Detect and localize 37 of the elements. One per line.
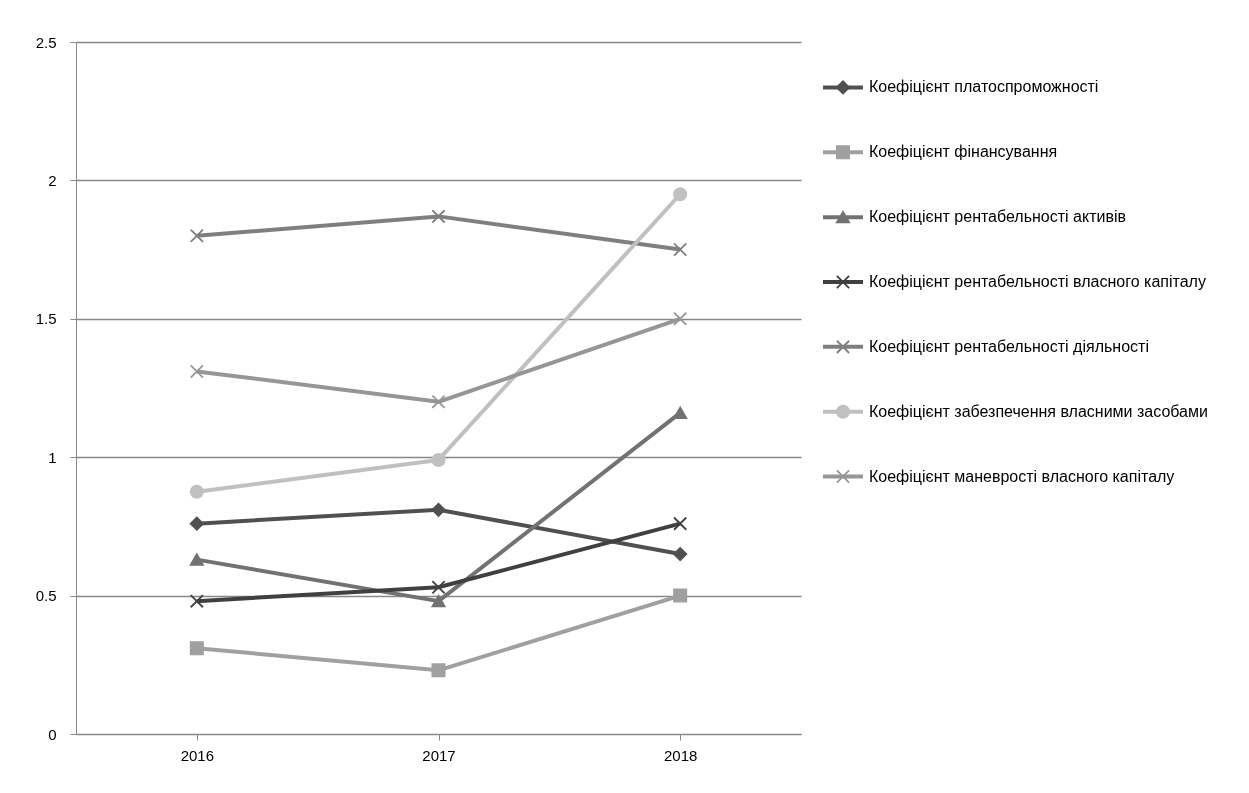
- point: [431, 580, 446, 595]
- legend-label: Коефіцієнт фінансування: [869, 143, 1058, 161]
- point: [673, 311, 688, 326]
- point: [189, 484, 204, 499]
- point: [673, 588, 688, 603]
- y-tick-label: 1.5: [35, 310, 57, 328]
- point: [189, 364, 204, 379]
- point: [189, 516, 204, 531]
- point: [189, 553, 204, 566]
- legend-label: Коефіцієнт забезпечення власними засобами: [869, 402, 1208, 420]
- y-tick-label: 2.5: [35, 33, 57, 51]
- point: [673, 242, 688, 257]
- point: [431, 394, 446, 409]
- point: [673, 547, 688, 562]
- y-tick-label: 0.5: [35, 587, 57, 605]
- legend-label: Коефіцієнт рентабельності власного капіталу: [869, 273, 1206, 290]
- legend-label: Коефіцієнт рентабельності активів: [869, 208, 1126, 226]
- point: [673, 406, 688, 420]
- point: [189, 594, 204, 609]
- point: [431, 502, 446, 517]
- point: [673, 187, 688, 202]
- legend-label: Коефіцієнт маневрості власного капіталу: [869, 467, 1175, 485]
- legend-label: Коефіцієнт платоспроможності: [869, 78, 1099, 96]
- y-tick-label: 1: [48, 448, 57, 466]
- x-tick-label: 2017: [422, 746, 456, 764]
- x-tick-label: 2016: [180, 746, 215, 764]
- y-tick-label: 0: [48, 725, 57, 743]
- y-tick-label: 2: [48, 171, 57, 189]
- legend-label: Коефіцієнт рентабельності діяльності: [869, 337, 1149, 355]
- point: [189, 641, 204, 656]
- point: [673, 516, 688, 531]
- point: [431, 452, 446, 467]
- point: [431, 594, 446, 608]
- point: [189, 228, 204, 243]
- x-tick-label: 2018: [663, 746, 698, 764]
- point: [431, 663, 446, 678]
- point: [431, 209, 446, 224]
